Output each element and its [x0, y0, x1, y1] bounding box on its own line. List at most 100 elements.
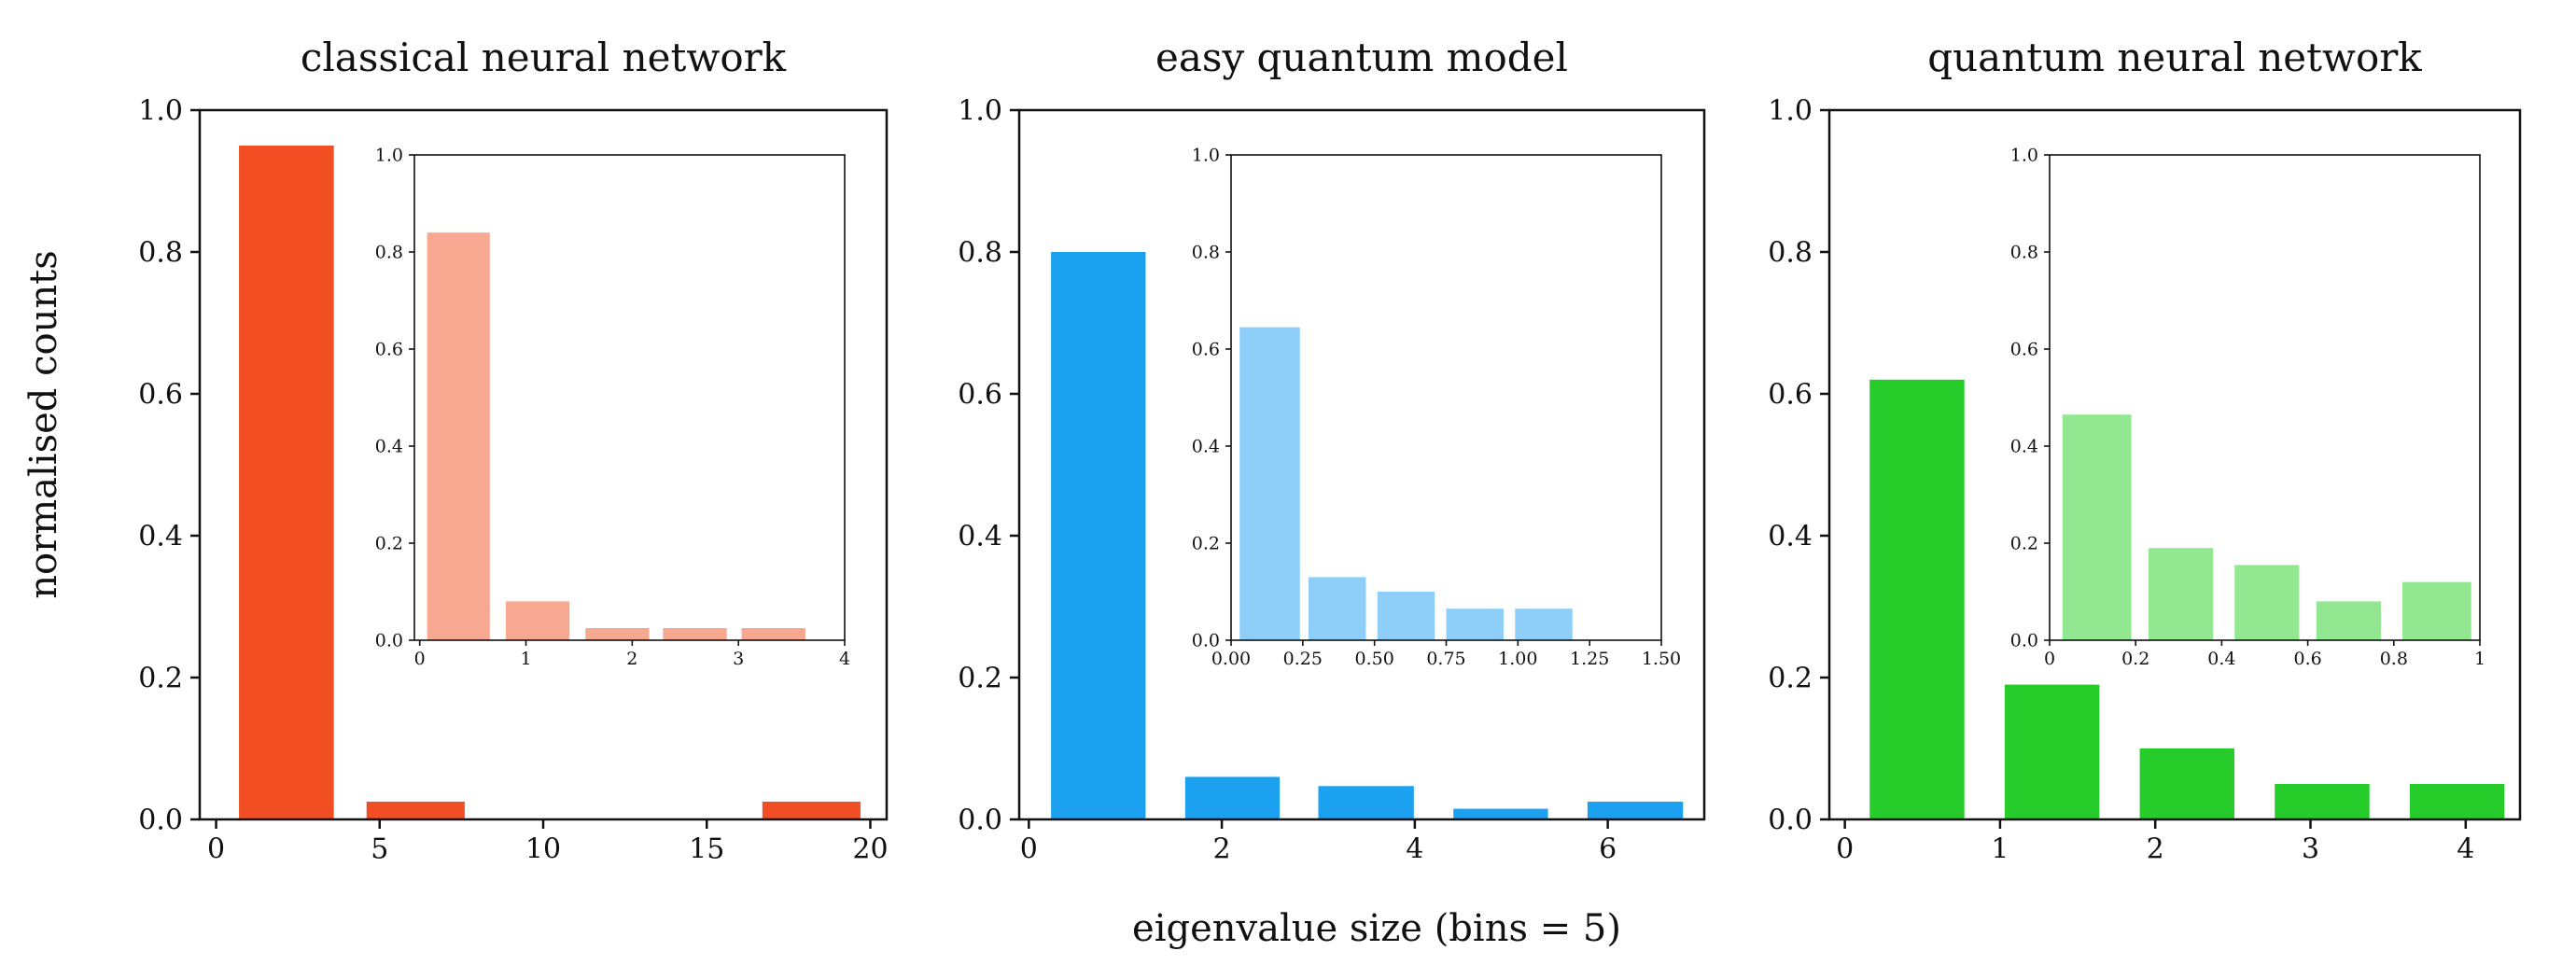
inset-3-y-tick-label-1: 0.2 [2010, 534, 2038, 554]
inset-2-y-tick-label-2: 0.4 [1192, 437, 1220, 457]
inset-1-x-tick-label-3: 3 [733, 649, 744, 669]
panel-1-x-tick-label-1: 5 [371, 833, 388, 866]
panel-2-x-tick-label-1: 2 [1213, 833, 1231, 866]
inset-2-y-tick-label-5: 1.0 [1192, 146, 1220, 166]
inset-2-y-tick-label-4: 0.8 [1192, 243, 1220, 263]
inset-2-x-tick-label-1: 0.25 [1283, 649, 1323, 669]
inset-1-y-tick-label-5: 1.0 [375, 146, 403, 166]
panel-3-y-tick-label-1: 0.2 [1768, 663, 1813, 695]
inset-3-x-tick-label-4: 0.8 [2380, 649, 2408, 669]
inset-1-bar-4 [663, 628, 727, 640]
panel-1-inset: 0.0 0.2 0.4 0.6 0.8 1.0 0 1 2 3 4 [375, 146, 850, 669]
inset-1-x-tick-label-2: 2 [626, 649, 637, 669]
inset-1-y-tick-label-4: 0.8 [375, 243, 403, 263]
panel-2-inset: 0.0 0.2 0.4 0.6 0.8 1.0 0.00 0.25 0.50 0.75 1.00 1.… [1192, 146, 1681, 669]
panel-2-y-tick-label-5: 1.0 [958, 95, 1002, 128]
panel-2-bar-4 [1453, 808, 1548, 819]
inset-3-x-tick-label-3: 0.6 [2293, 649, 2321, 669]
panel-2-title: easy quantum model [1155, 35, 1568, 80]
panel-1-x-tick-label-4: 20 [852, 833, 888, 866]
inset-1-y-tick-label-2: 0.4 [375, 437, 403, 457]
panel-1: classical neural network 0.0 0.2 0.4 0.6 0.8 1… [138, 35, 888, 866]
inset-2-bar-4 [1446, 608, 1504, 640]
x-axis-label: eigenvalue size (bins = 5) [1132, 907, 1621, 950]
inset-2-bar-5 [1515, 608, 1573, 640]
panel-3-x-tick-label-2: 2 [2147, 833, 2164, 866]
y-axis-label: normalised counts [22, 250, 65, 598]
inset-1-bar-1 [427, 232, 490, 640]
chart-panels: classical neural network 0.0 0.2 0.4 0.6 0.8 1… [138, 35, 2522, 866]
inset-3-y-tick-label-5: 1.0 [2010, 146, 2038, 166]
panel-3-bar-4 [2275, 784, 2370, 819]
panel-1-y-tick-label-4: 0.8 [138, 237, 183, 270]
inset-2-x-tick-label-4: 1.00 [1498, 649, 1537, 669]
panel-2-x-tick-label-2: 4 [1406, 833, 1423, 866]
inset-2-y-tick-label-0: 0.0 [1192, 631, 1220, 651]
panel-2-bar-5 [1587, 802, 1684, 819]
panel-3-y-tick-label-0: 0.0 [1768, 804, 1813, 837]
panel-3-y-tick-label-4: 0.8 [1768, 237, 1813, 270]
inset-1-bar-2 [505, 601, 570, 640]
panel-3-inset: 0.0 0.2 0.4 0.6 0.8 1.0 0 0.2 0.4 0.6 0.8 1 [2010, 146, 2485, 669]
panel-1-x-tick-label-2: 10 [525, 833, 561, 866]
inset-1-x-tick-label-4: 4 [839, 649, 850, 669]
panel-3: quantum neural network 0.0 0.2 0.4 0.6 0.8 1.0… [1768, 35, 2522, 866]
panel-2-y-tick-label-4: 0.8 [958, 237, 1002, 270]
inset-1-x-tick-label-1: 1 [520, 649, 531, 669]
panel-1-title: classical neural network [301, 35, 787, 80]
inset-2-x-tick-label-3: 0.75 [1426, 649, 1465, 669]
inset-3-y-tick-label-2: 0.4 [2010, 437, 2038, 457]
inset-3-bar-4 [2316, 601, 2381, 640]
panel-3-bar-2 [2004, 684, 2100, 819]
inset-3-y-tick-label-4: 0.8 [2010, 243, 2038, 263]
inset-2-bar-1 [1239, 327, 1300, 640]
panel-3-x-tick-label-0: 0 [1836, 833, 1854, 866]
panel-1-y-tick-label-3: 0.6 [138, 379, 183, 412]
inset-2-y-tick-label-3: 0.6 [1192, 340, 1220, 360]
inset-3-x-tick-label-0: 0 [2044, 649, 2055, 669]
panel-2-x-tick-label-3: 6 [1599, 833, 1617, 866]
inset-3-frame [2049, 154, 2481, 641]
panel-3-frame [1827, 108, 2522, 821]
panel-1-y-tick-label-1: 0.2 [138, 663, 183, 695]
panel-2-bar-3 [1318, 786, 1414, 819]
panel-2-y-tick-label-0: 0.0 [958, 804, 1002, 837]
inset-3-x-tick-label-1: 0.2 [2121, 649, 2149, 669]
inset-2-bar-2 [1308, 577, 1366, 640]
inset-2-x-tick-label-0: 0.00 [1211, 649, 1251, 669]
inset-1-bar-5 [741, 628, 805, 640]
panel-3-x-tick-label-4: 4 [2457, 833, 2474, 866]
inset-2-y-tick-label-1: 0.2 [1192, 534, 1220, 554]
inset-3-x-tick-label-5: 1 [2474, 649, 2485, 669]
panel-1-y-tick-label-0: 0.0 [138, 804, 183, 837]
inset-3-bar-1 [2062, 414, 2132, 640]
inset-1-y-tick-label-3: 0.6 [375, 340, 403, 360]
inset-2-bar-3 [1377, 592, 1435, 640]
panel-1-x-tick-label-3: 15 [689, 833, 724, 866]
panel-3-bar-3 [2139, 748, 2235, 819]
panel-1-x-tick-label-0: 0 [207, 833, 225, 866]
panel-2-y-tick-label-1: 0.2 [958, 663, 1002, 695]
inset-1-frame [413, 154, 846, 641]
panel-2-y-tick-label-2: 0.4 [958, 521, 1002, 553]
inset-2-x-tick-label-6: 1.50 [1642, 649, 1681, 669]
inset-1-y-tick-label-0: 0.0 [375, 631, 403, 651]
inset-3-y-tick-label-3: 0.6 [2010, 340, 2038, 360]
inset-2-x-tick-label-2: 0.50 [1355, 649, 1394, 669]
panel-2-bar-2 [1184, 776, 1281, 819]
panel-3-y-tick-label-5: 1.0 [1768, 95, 1813, 128]
panel-1-y-tick-label-2: 0.4 [138, 521, 183, 553]
inset-2-x-tick-label-5: 1.25 [1570, 649, 1609, 669]
panel-1-bar-2 [366, 802, 465, 819]
inset-1-x-tick-label-0: 0 [414, 649, 426, 669]
panel-3-bar-5 [2409, 784, 2505, 819]
inset-3-bar-2 [2149, 548, 2214, 640]
panel-2-x-tick-label-0: 0 [1020, 833, 1038, 866]
inset-1-bar-3 [585, 628, 650, 640]
panel-2-y-tick-label-3: 0.6 [958, 379, 1002, 412]
panel-3-y-tick-label-2: 0.4 [1768, 521, 1813, 553]
panel-3-y-tick-label-3: 0.6 [1768, 379, 1813, 412]
panel-1-bar-1 [239, 146, 334, 819]
